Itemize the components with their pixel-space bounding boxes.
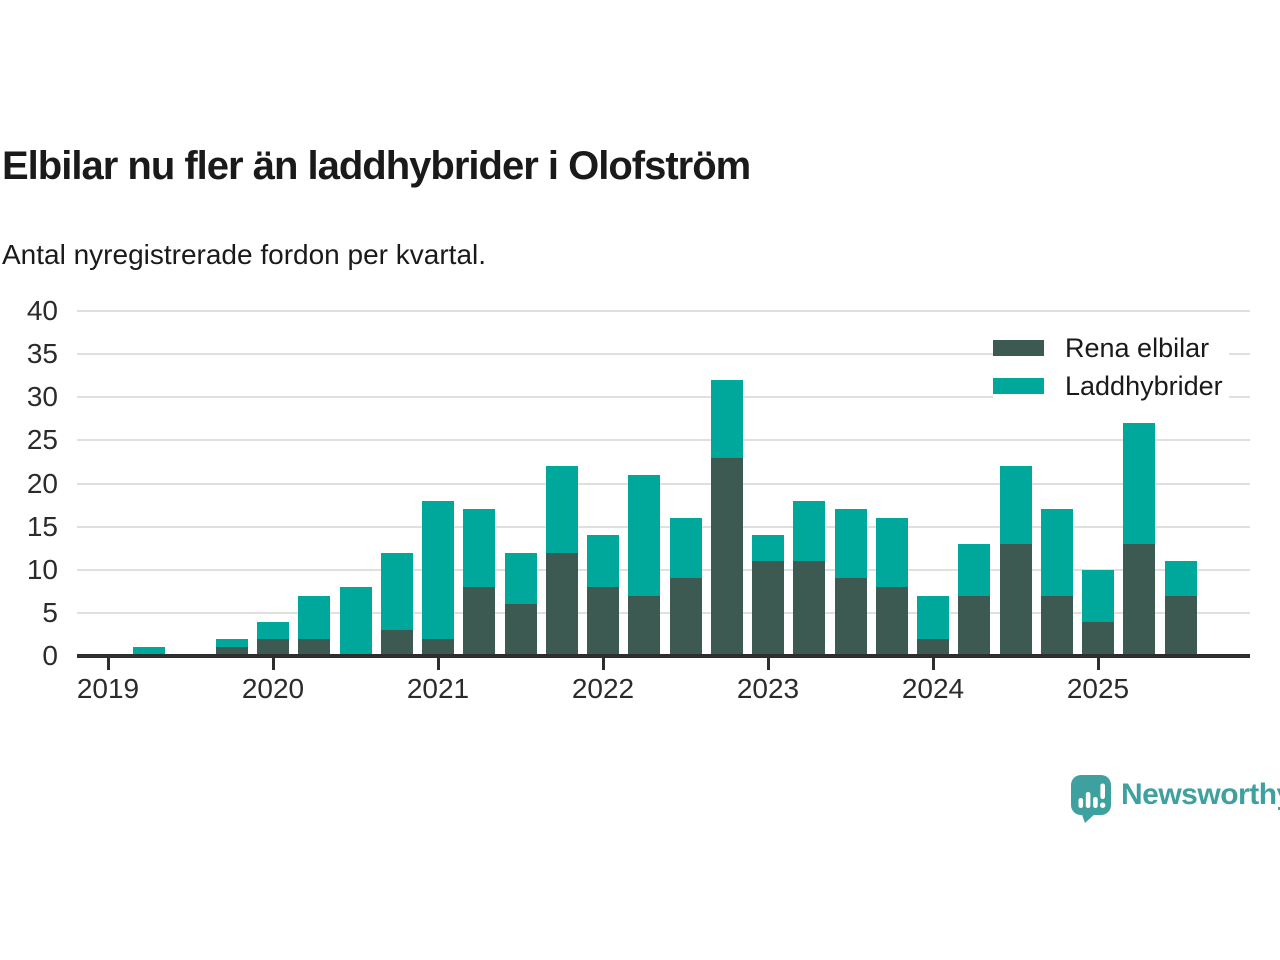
bar-rena-elbilar-2021-q1 bbox=[422, 638, 454, 656]
x-tick-label-2023: 2023 bbox=[736, 673, 800, 704]
legend-label-laddhybrider: Laddhybrider bbox=[1065, 371, 1223, 401]
y-tick-label-40: 40 bbox=[26, 295, 58, 326]
x-tick-2025 bbox=[1096, 658, 1100, 670]
bar-rena-elbilar-2021-q4 bbox=[545, 552, 578, 656]
x-tick-2019 bbox=[106, 658, 110, 670]
bar-laddhybrider-2024-q1 bbox=[917, 595, 949, 639]
newsworthy-logo-icon bbox=[1071, 775, 1111, 823]
x-tick-label-2024: 2024 bbox=[901, 673, 965, 704]
legend-label-rena-elbilar: Rena elbilar bbox=[1065, 333, 1210, 363]
x-tick-2023 bbox=[766, 658, 770, 670]
bar-rena-elbilar-2022-q1 bbox=[587, 587, 619, 656]
bar-laddhybrider-2021-q4 bbox=[545, 466, 578, 553]
bar-rena-elbilar-2020-q2 bbox=[298, 638, 331, 656]
x-tick-2024 bbox=[931, 658, 935, 670]
bar-rena-elbilar-2025-q2 bbox=[1123, 543, 1156, 656]
x-tick-label-2019: 2019 bbox=[76, 673, 140, 704]
bar-rena-elbilar-2023-q3 bbox=[834, 578, 867, 656]
bar-laddhybrider-2025-q1 bbox=[1082, 569, 1114, 622]
chart-subtitle: Antal nyregistrerade fordon per kvartal. bbox=[2, 239, 487, 270]
gridline-5 bbox=[77, 611, 1250, 614]
bar-laddhybrider-2023-q4 bbox=[875, 518, 908, 587]
x-tick-label-2021: 2021 bbox=[406, 673, 470, 704]
bar-rena-elbilar-2022-q3 bbox=[669, 578, 702, 656]
bar-laddhybrider-2020-q1 bbox=[257, 621, 289, 639]
legend-swatch-rena-elbilar bbox=[993, 340, 1044, 356]
bar-rena-elbilar-2021-q2 bbox=[463, 587, 496, 656]
bar-laddhybrider-2021-q1 bbox=[422, 500, 454, 639]
bar-rena-elbilar-2022-q2 bbox=[628, 595, 661, 656]
gridline-35 bbox=[77, 353, 1250, 356]
y-tick-label-15: 15 bbox=[26, 510, 58, 542]
y-tick-label-5: 5 bbox=[42, 596, 58, 628]
legend-item-rena-elbilar: Rena elbilar bbox=[993, 331, 1229, 365]
gridline-20 bbox=[77, 482, 1250, 485]
bar-laddhybrider-2020-q3 bbox=[339, 587, 372, 656]
x-tick-2020 bbox=[271, 658, 275, 670]
bar-rena-elbilar-2025-q3 bbox=[1164, 595, 1197, 656]
bar-rena-elbilar-2021-q3 bbox=[504, 604, 537, 656]
bar-rena-elbilar-2020-q4 bbox=[380, 630, 413, 656]
x-tick-2021 bbox=[436, 658, 440, 670]
gridline-15 bbox=[77, 525, 1250, 528]
bar-rena-elbilar-2024-q3 bbox=[999, 543, 1032, 656]
bar-rena-elbilar-2023-q1 bbox=[752, 561, 784, 656]
bar-laddhybrider-2025-q2 bbox=[1123, 423, 1156, 544]
y-tick-label-10: 10 bbox=[26, 553, 58, 585]
chart-title: Elbilar nu fler än laddhybrider i Olofst… bbox=[2, 144, 751, 188]
bar-rena-elbilar-2023-q4 bbox=[875, 587, 908, 656]
gridline-40 bbox=[77, 310, 1250, 312]
legend-swatch-laddhybrider bbox=[993, 378, 1044, 394]
bar-laddhybrider-2020-q2 bbox=[298, 595, 331, 639]
y-tick-label-25: 25 bbox=[26, 424, 58, 456]
bar-rena-elbilar-2023-q2 bbox=[793, 561, 826, 656]
bar-rena-elbilar-2024-q1 bbox=[917, 638, 949, 656]
bar-rena-elbilar-2025-q1 bbox=[1082, 621, 1114, 656]
x-tick-label-2022: 2022 bbox=[571, 673, 635, 704]
newsworthy-wordmark: Newsworthy bbox=[1121, 778, 1280, 811]
gridline-10 bbox=[77, 568, 1250, 571]
bar-laddhybrider-2021-q2 bbox=[463, 509, 496, 587]
bar-laddhybrider-2022-q2 bbox=[628, 474, 661, 596]
y-tick-label-20: 20 bbox=[26, 467, 58, 499]
bar-laddhybrider-2024-q4 bbox=[1040, 509, 1073, 596]
y-tick-label-30: 30 bbox=[26, 381, 58, 413]
bar-laddhybrider-2019-q4 bbox=[215, 638, 248, 648]
bar-laddhybrider-2024-q3 bbox=[999, 466, 1032, 544]
bar-laddhybrider-2021-q3 bbox=[504, 552, 537, 605]
newsworthy-branding: Newsworthy bbox=[1070, 774, 1280, 823]
bar-laddhybrider-2019-q2 bbox=[133, 647, 166, 656]
bar-laddhybrider-2025-q3 bbox=[1164, 561, 1197, 596]
bar-rena-elbilar-2024-q2 bbox=[958, 595, 991, 656]
x-tick-2022 bbox=[601, 658, 605, 670]
x-axis-line bbox=[77, 654, 1250, 658]
gridline-25 bbox=[77, 439, 1250, 442]
x-tick-label-2020: 2020 bbox=[241, 673, 305, 704]
bar-laddhybrider-2020-q4 bbox=[380, 552, 413, 631]
y-tick-label-0: 0 bbox=[42, 640, 58, 671]
legend-item-laddhybrider: Laddhybrider bbox=[993, 369, 1229, 403]
bar-rena-elbilar-2019-q4 bbox=[215, 647, 248, 656]
bar-laddhybrider-2023-q2 bbox=[793, 500, 826, 562]
bar-laddhybrider-2023-q1 bbox=[752, 535, 784, 562]
x-tick-label-2025: 2025 bbox=[1066, 673, 1130, 704]
bar-laddhybrider-2022-q3 bbox=[669, 518, 702, 579]
bar-laddhybrider-2024-q2 bbox=[958, 543, 991, 596]
bar-laddhybrider-2022-q4 bbox=[710, 380, 743, 458]
chart-legend: Rena elbilar Laddhybrider bbox=[993, 331, 1229, 407]
y-tick-label-35: 35 bbox=[26, 338, 58, 370]
bar-rena-elbilar-2022-q4 bbox=[710, 457, 743, 656]
bar-rena-elbilar-2024-q4 bbox=[1040, 595, 1073, 656]
bar-rena-elbilar-2020-q1 bbox=[257, 638, 289, 656]
bar-laddhybrider-2023-q3 bbox=[834, 509, 867, 579]
bar-laddhybrider-2022-q1 bbox=[587, 535, 619, 587]
gridline-30 bbox=[77, 396, 1250, 399]
